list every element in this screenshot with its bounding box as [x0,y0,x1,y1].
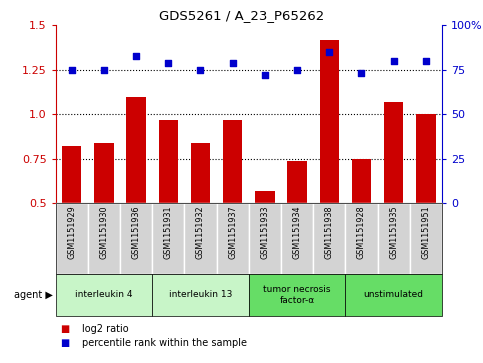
Text: GSM1151928: GSM1151928 [357,205,366,259]
Bar [127,97,146,203]
Text: GSM1151934: GSM1151934 [293,205,301,259]
Bar [345,274,442,316]
Point [229,60,237,66]
Point [422,58,430,64]
Bar [56,203,88,274]
Bar [185,203,216,274]
Point [293,67,301,73]
Text: GSM1151932: GSM1151932 [196,205,205,259]
Point [100,67,108,73]
Point [197,67,204,73]
Bar [88,203,120,274]
Text: unstimulated: unstimulated [364,290,424,299]
Text: GSM1151951: GSM1151951 [421,205,430,259]
Bar [313,203,345,274]
Text: GSM1151936: GSM1151936 [131,205,141,259]
Bar [249,203,281,274]
Bar [152,203,185,274]
Text: GSM1151930: GSM1151930 [99,205,108,259]
Point [326,49,333,55]
Bar [410,203,442,274]
Point [132,53,140,58]
Text: percentile rank within the sample: percentile rank within the sample [82,338,247,348]
Text: GSM1151937: GSM1151937 [228,205,237,259]
Text: log2 ratio: log2 ratio [82,323,129,334]
Bar [216,203,249,274]
Text: GSM1151931: GSM1151931 [164,205,173,259]
Bar [62,146,81,203]
Bar [191,143,210,203]
Bar [249,274,345,316]
Text: ■: ■ [60,323,70,334]
Text: GSM1151933: GSM1151933 [260,205,270,259]
Text: interleukin 4: interleukin 4 [75,290,133,299]
Text: agent ▶: agent ▶ [14,290,53,300]
Bar [320,40,339,203]
Point [164,60,172,66]
Text: GSM1151929: GSM1151929 [67,205,76,259]
Text: ■: ■ [60,338,70,348]
Bar [152,274,249,316]
Bar [384,102,403,203]
Bar [56,274,152,316]
Bar [158,120,178,203]
Text: GSM1151938: GSM1151938 [325,205,334,259]
Text: GDS5261 / A_23_P65262: GDS5261 / A_23_P65262 [159,9,324,22]
Text: tumor necrosis
factor-α: tumor necrosis factor-α [263,285,331,305]
Bar [120,203,152,274]
Text: interleukin 13: interleukin 13 [169,290,232,299]
Bar [287,160,307,203]
Point [357,70,365,76]
Bar [416,114,436,203]
Point [261,72,269,78]
Bar [352,159,371,203]
Bar [94,143,114,203]
Point [68,67,75,73]
Point [390,58,398,64]
Bar [223,120,242,203]
Text: GSM1151935: GSM1151935 [389,205,398,259]
Bar [255,191,274,203]
Bar [281,203,313,274]
Bar [378,203,410,274]
Bar [345,203,378,274]
